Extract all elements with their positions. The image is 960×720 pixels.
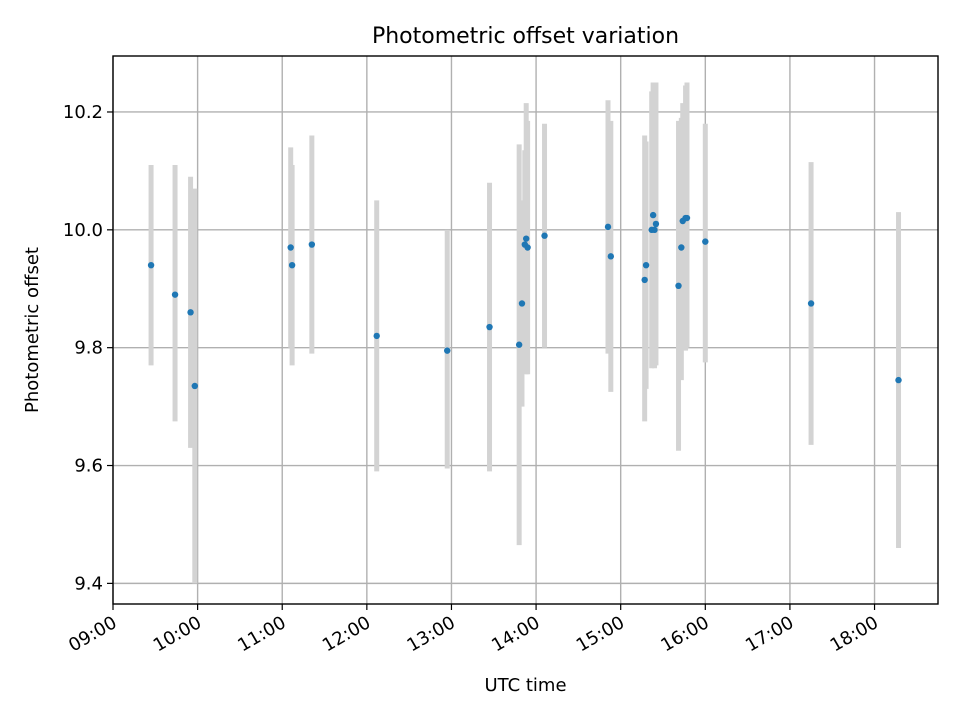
data-point [288,261,296,269]
data-point [444,347,451,354]
data-point [191,382,198,390]
chart-title: Photometric offset variation [372,24,679,49]
error-bars [148,82,902,584]
y-tick-label: 10.2 [63,102,103,123]
data-point [607,253,615,260]
data-point [187,309,194,316]
y-tick-label: 9.4 [74,573,103,594]
x-tick-label: 10:00 [150,612,205,656]
data-point [523,235,530,242]
x-tick-label: 18:00 [827,612,882,656]
data-point [308,241,316,248]
data-point [171,291,179,298]
data-point [518,300,526,307]
x-axis-ticks: 09:00 10:00 11:00 12:00 13:00 14:00 15:00 16:00… [65,604,882,656]
x-tick-label: 12:00 [319,612,374,656]
data-point [678,244,685,251]
data-point [287,244,294,251]
data-point [147,261,155,269]
y-tick-label: 9.8 [74,338,103,359]
plot-frame [112,55,939,605]
y-tick-label: 10.0 [63,220,103,241]
x-axis-label: UTC time [484,675,566,696]
data-point [642,261,650,269]
x-tick-label: 11:00 [234,612,289,656]
data-point [641,276,648,284]
y-axis-label: Photometric offset [22,247,43,413]
data-point [373,332,380,340]
data-point [649,211,657,219]
data-point [683,214,691,222]
data-point [651,226,658,234]
x-tick-label: 09:00 [65,612,120,656]
data-point [652,220,660,228]
data-points [147,211,902,390]
data-point [515,341,523,348]
data-point [895,376,902,384]
data-point [541,232,548,239]
x-tick-label: 17:00 [742,612,797,656]
x-tick-label: 16:00 [657,612,712,656]
y-tick-label: 9.6 [74,456,103,477]
data-point [524,244,531,251]
data-point [486,323,493,331]
data-point [675,282,682,290]
y-axis-ticks: 9.4 9.6 9.8 10.0 10.2 [63,102,113,594]
data-point [702,238,709,245]
x-tick-label: 15:00 [573,612,628,656]
x-tick-label: 14:00 [488,612,543,656]
data-point [604,223,612,231]
data-point [807,300,815,307]
x-tick-label: 13:00 [404,612,459,656]
